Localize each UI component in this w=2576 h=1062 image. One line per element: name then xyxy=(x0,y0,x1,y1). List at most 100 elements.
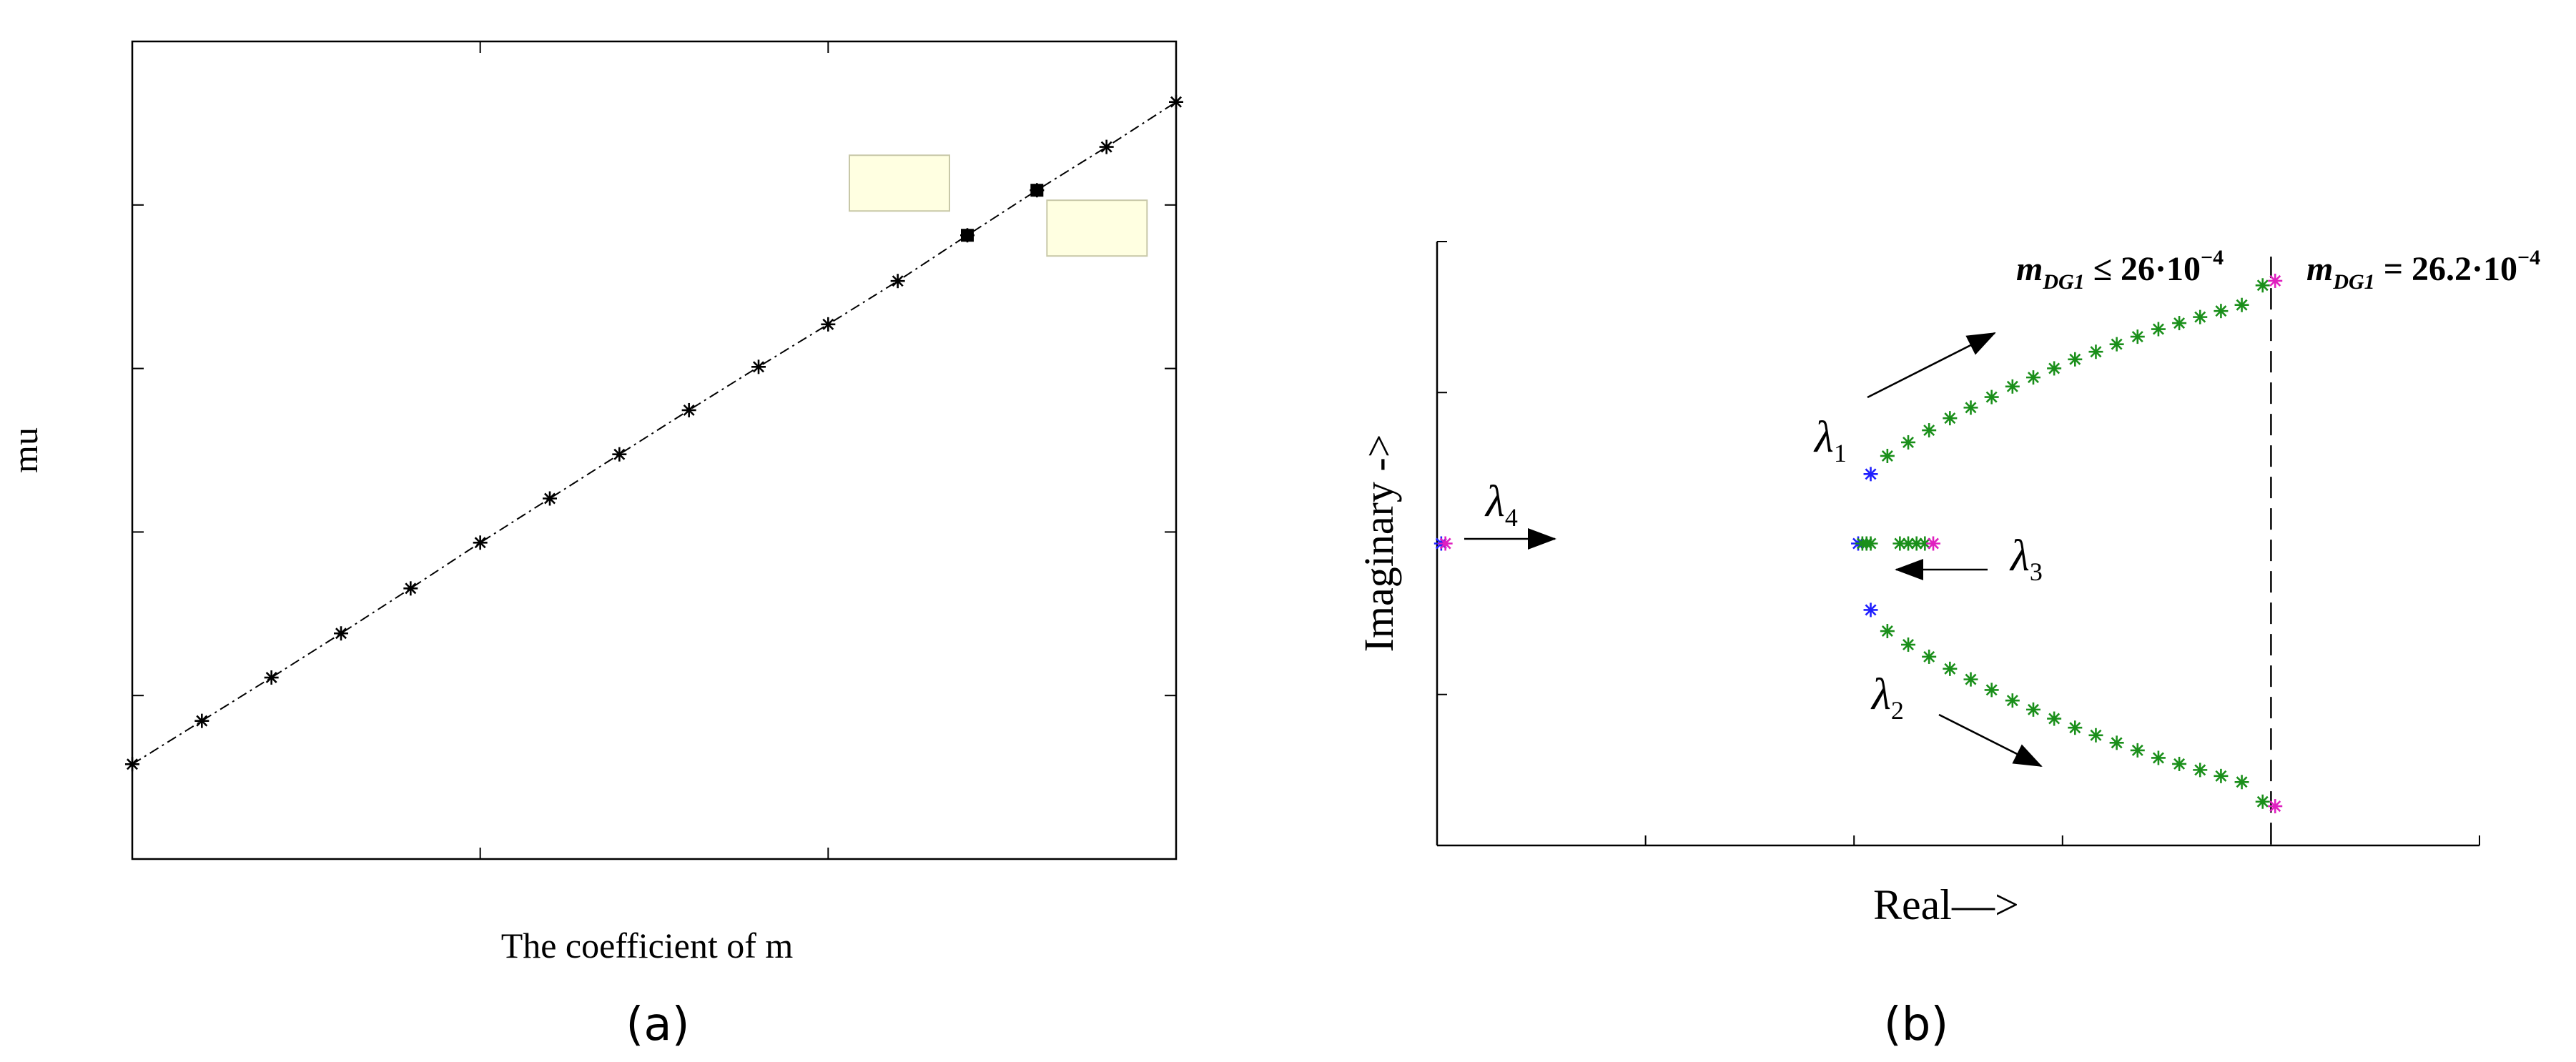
eigenvalue-point xyxy=(1901,435,1916,450)
eigenvalue-point-stroke xyxy=(2194,764,2206,776)
eigenvalue-point xyxy=(1863,467,1878,482)
panel-a-chart: The coefficient of m mu (a) xyxy=(5,40,1183,1051)
eigenvalue-point-stroke xyxy=(1903,436,1915,448)
eigenvalue-point-stroke xyxy=(2256,795,2269,808)
left-rel: ≤ 26·10 xyxy=(2085,250,2201,288)
data-point xyxy=(264,670,279,685)
eigenvalue-point xyxy=(2255,278,2270,293)
panel-b-label: (b) xyxy=(1884,998,1949,1051)
panel-a-x-axis-title: The coefficient of m xyxy=(501,925,794,966)
lambda-4-sub: 4 xyxy=(1505,503,1518,532)
eigenvalue-point-stroke xyxy=(1903,639,1915,651)
eigenvalue-point-stroke xyxy=(1985,684,1998,696)
data-point-stroke xyxy=(1100,141,1112,153)
right-sub: DG1 xyxy=(2332,270,2374,294)
eigenvalue-point-stroke xyxy=(2048,362,2061,374)
data-point xyxy=(125,757,139,772)
eigenvalue-point-stroke xyxy=(2194,311,2206,323)
data-point xyxy=(612,447,627,462)
data-point xyxy=(751,359,766,374)
datatip-box xyxy=(849,154,950,212)
panel-b-eigenvalue-points xyxy=(1433,273,2283,814)
eigenvalue-point-stroke xyxy=(1919,537,1931,550)
eigenvalue-point-stroke xyxy=(1894,537,1906,550)
eigenvalue-point-stroke xyxy=(1965,673,1977,685)
eigenvalue-point xyxy=(1926,536,1941,551)
data-point-stroke xyxy=(405,582,417,595)
panel-a-ticks xyxy=(132,41,1177,860)
eigenvalue-point xyxy=(2255,794,2270,809)
panel-b-x-axis-title: Real—> xyxy=(1873,881,2019,928)
eigenvalue-point-stroke xyxy=(2006,380,2018,392)
lambda-4-symbol: λ xyxy=(1484,477,1505,526)
data-point-stroke xyxy=(474,537,486,549)
data-point xyxy=(1099,139,1114,154)
eigenvalue-point xyxy=(1863,602,1878,617)
eigenvalue-point-stroke xyxy=(2215,770,2227,782)
data-point xyxy=(890,274,905,289)
eigenvalue-point xyxy=(2151,750,2166,765)
eigenvalue-point-stroke xyxy=(2069,353,2081,365)
eigenvalue-point xyxy=(1984,389,1999,405)
mu-line xyxy=(132,101,1177,765)
data-point xyxy=(403,581,418,596)
eigenvalue-point xyxy=(2172,756,2187,771)
panel-b-chart: Real—> Imaginary -> mDG1 ≤ 26·10 −4 mDG1 … xyxy=(1356,241,2540,1051)
data-point xyxy=(681,402,696,417)
right-var: m xyxy=(2306,250,2333,288)
data-point-stroke xyxy=(196,715,208,727)
eigenvalue-point-stroke xyxy=(2027,703,2039,715)
eigenvalue-point xyxy=(1880,448,1895,463)
eigenvalue-point xyxy=(2151,322,2166,337)
eigenvalue-point-stroke xyxy=(1923,425,1935,437)
eigenvalue-point xyxy=(2088,728,2103,743)
eigenvalue-point xyxy=(2268,273,2283,288)
eigenvalue-point-stroke xyxy=(1439,537,1451,550)
eigenvalue-point-stroke xyxy=(2090,346,2102,358)
eigenvalue-point-stroke xyxy=(1944,412,1956,425)
panel-a-series-line xyxy=(132,101,1177,765)
eigenvalue-point-stroke xyxy=(2152,752,2164,764)
right-exp: −4 xyxy=(2517,246,2540,269)
datatip-box xyxy=(1046,199,1148,257)
data-point-stroke xyxy=(127,758,138,770)
eigenvalue-point-stroke xyxy=(2236,776,2248,788)
eigenvalue-point xyxy=(2234,775,2249,790)
eigenvalue-point xyxy=(2234,297,2249,312)
eigenvalue-point xyxy=(2193,309,2208,324)
lambda-1-sub: 1 xyxy=(1834,439,1847,467)
eigenvalue-point xyxy=(1863,536,1878,551)
panel-b-annotation-threshold-right: mDG1 = 26.2·10−4 xyxy=(2306,246,2540,294)
eigenvalue-point xyxy=(2130,329,2145,344)
data-point-stroke xyxy=(822,318,834,330)
eigenvalue-point xyxy=(2088,344,2103,359)
eigenvalue-point xyxy=(1901,536,1916,551)
eigenvalue-point xyxy=(2109,337,2124,352)
eigenvalue-point-stroke xyxy=(2027,372,2039,384)
lambda-1-arrow xyxy=(1867,332,1996,399)
eigenvalue-point-stroke xyxy=(1865,537,1877,550)
eigenvalue-point xyxy=(2130,743,2145,758)
eigenvalue-point xyxy=(1880,624,1895,639)
eigenvalue-point-stroke xyxy=(2090,729,2102,741)
data-point xyxy=(543,491,557,506)
eigenvalue-point-stroke xyxy=(1944,662,1956,675)
data-point-stroke xyxy=(613,448,626,460)
eigenvalue-point-stroke xyxy=(1910,537,1923,550)
eigenvalue-point-stroke xyxy=(1881,450,1893,462)
eigenvalue-point xyxy=(2172,316,2187,331)
eigenvalue-point-stroke xyxy=(1985,391,1998,403)
eigenvalue-point xyxy=(2109,735,2124,750)
eigenvalue-point xyxy=(2268,799,2283,814)
eigenvalue-point xyxy=(1943,411,1958,426)
eigenvalue-point-stroke xyxy=(2069,722,2081,734)
panel-a-y-axis-title: mu xyxy=(5,427,45,473)
panel-b-y-axis-title: Imaginary -> xyxy=(1356,435,1402,652)
eigenvalue-point-stroke xyxy=(2173,758,2186,770)
eigenvalue-point-stroke xyxy=(1881,625,1893,637)
eigenvalue-point xyxy=(1922,423,1937,438)
eigenvalue-point-stroke xyxy=(2048,713,2061,725)
eigenvalue-point-stroke xyxy=(2111,737,2123,749)
eigenvalue-point xyxy=(1963,400,1978,415)
